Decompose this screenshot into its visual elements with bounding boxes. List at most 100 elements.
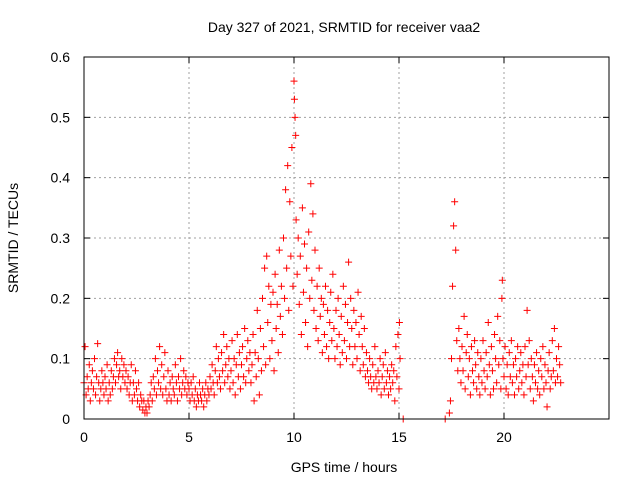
data-point	[482, 349, 490, 357]
data-point	[352, 318, 360, 326]
data-point	[171, 361, 179, 369]
x-tick-label: 20	[496, 429, 512, 445]
data-point	[322, 282, 329, 290]
data-point	[290, 77, 298, 85]
data-point	[213, 379, 221, 387]
data-point	[528, 373, 536, 381]
data-point	[381, 349, 389, 357]
data-point	[542, 379, 550, 387]
data-point	[311, 246, 319, 254]
data-point	[168, 373, 176, 381]
data-point	[506, 373, 514, 381]
data-point	[480, 367, 488, 375]
data-point	[135, 379, 143, 387]
data-point	[308, 276, 316, 284]
data-point	[463, 331, 471, 339]
data-point	[449, 282, 457, 290]
data-point	[481, 385, 489, 393]
data-point	[456, 355, 464, 363]
data-point	[496, 337, 504, 345]
data-point	[492, 355, 500, 363]
data-point	[211, 367, 219, 375]
data-point	[387, 385, 395, 393]
data-point	[271, 270, 279, 278]
data-point	[229, 379, 237, 387]
data-point	[185, 385, 193, 393]
data-point	[214, 355, 222, 363]
data-point	[511, 391, 518, 399]
data-point	[191, 385, 199, 393]
data-point	[394, 331, 402, 339]
data-point	[513, 373, 521, 381]
data-point	[479, 337, 487, 345]
data-point	[534, 385, 542, 393]
data-point	[505, 349, 513, 357]
data-point	[238, 361, 245, 369]
data-point	[223, 343, 231, 351]
data-point	[545, 349, 553, 357]
data-point	[535, 367, 543, 375]
data-point	[154, 367, 161, 375]
data-point	[526, 385, 534, 393]
data-point	[280, 234, 287, 242]
data-point	[336, 361, 344, 369]
data-point	[152, 391, 160, 399]
data-point	[278, 331, 286, 339]
data-point	[460, 312, 468, 320]
data-point	[391, 397, 399, 405]
data-point	[149, 373, 157, 381]
data-point	[518, 379, 526, 387]
data-point	[158, 361, 166, 369]
data-point	[123, 385, 131, 393]
data-point	[452, 246, 460, 254]
data-point	[393, 373, 401, 381]
data-point	[350, 306, 358, 314]
data-point	[340, 337, 348, 345]
data-point	[189, 373, 197, 381]
data-point	[504, 391, 512, 399]
data-point	[483, 373, 491, 381]
x-tick-label: 5	[185, 429, 193, 445]
data-point	[250, 397, 258, 405]
data-point	[532, 379, 539, 387]
data-point	[210, 391, 218, 399]
data-point	[120, 361, 128, 369]
data-point	[224, 373, 232, 381]
data-point	[478, 379, 486, 387]
data-point	[127, 361, 135, 369]
data-point	[117, 385, 125, 393]
y-tick-label: 0	[62, 411, 70, 427]
data-point	[99, 379, 107, 387]
data-point	[375, 379, 383, 387]
data-point	[290, 95, 298, 103]
data-point	[256, 325, 264, 332]
data-point	[196, 379, 203, 387]
data-point	[525, 337, 533, 345]
y-tick-label: 0.3	[51, 230, 71, 246]
data-point	[85, 361, 93, 369]
data-point	[303, 264, 311, 272]
data-point	[459, 367, 467, 375]
data-point	[554, 373, 562, 381]
data-point	[553, 355, 560, 363]
data-point	[118, 355, 126, 363]
data-point	[345, 258, 353, 266]
data-point	[296, 252, 304, 260]
data-point	[116, 367, 124, 375]
data-point	[530, 361, 538, 369]
data-point	[94, 340, 102, 348]
data-point	[379, 361, 387, 369]
data-point	[175, 373, 182, 381]
data-point	[218, 349, 226, 357]
data-point	[507, 337, 515, 345]
data-point	[319, 300, 327, 308]
data-point	[187, 379, 195, 387]
data-point	[162, 385, 170, 393]
data-point	[192, 403, 200, 411]
data-point	[327, 288, 335, 296]
data-point	[543, 403, 551, 411]
data-point	[288, 144, 296, 151]
data-point	[455, 325, 463, 332]
data-point	[498, 276, 506, 284]
data-point	[108, 385, 116, 393]
